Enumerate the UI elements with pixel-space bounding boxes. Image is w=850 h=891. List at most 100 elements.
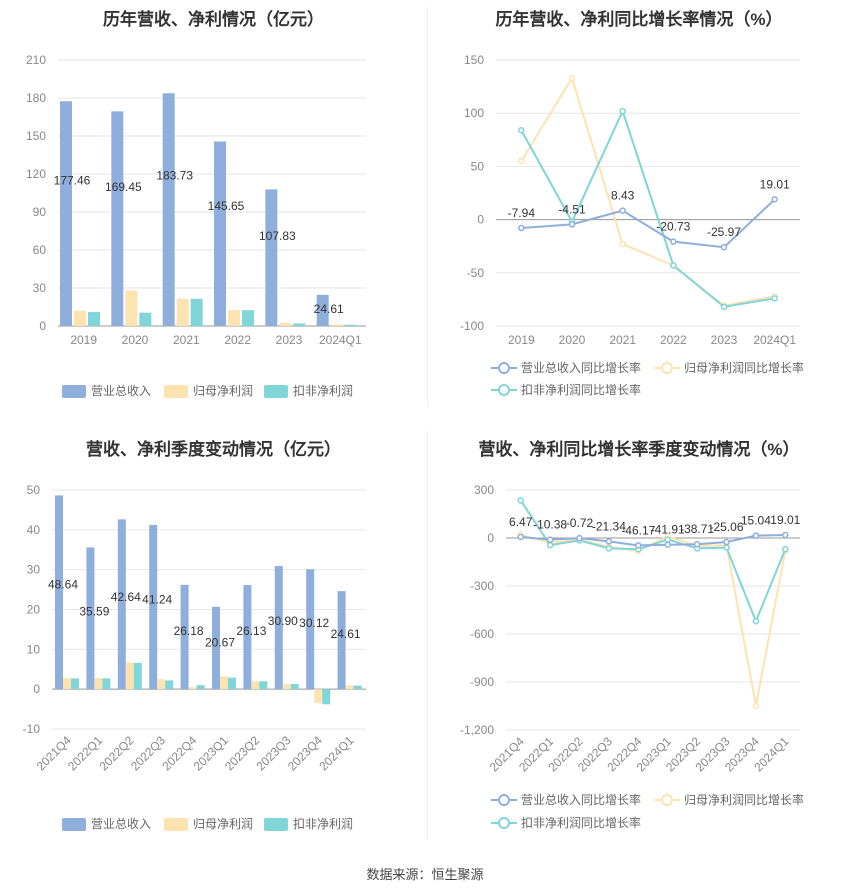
c3-point: [664, 541, 671, 548]
c2-ytick-label: 10: [27, 642, 41, 656]
c1-xtick-label: 2019: [508, 333, 535, 347]
c3-data-label: 19.01: [770, 513, 800, 527]
c2-bar-net-profit: [220, 676, 228, 690]
c1-point: [518, 224, 525, 232]
c0-legend-label: 归母净利润: [193, 384, 253, 398]
c1-data-label: 19.01: [760, 177, 790, 191]
c0-data-label: 183.73: [156, 168, 193, 182]
c0-data-label: 177.46: [54, 173, 91, 187]
c0-ytick-label: 0: [39, 319, 46, 333]
c1-point: [720, 243, 728, 251]
c0-xtick-label: 2023: [276, 333, 303, 347]
c2-data-label: 24.61: [331, 627, 361, 641]
c1-legend-marker: [661, 362, 673, 374]
c1-ytick-label: -50: [467, 266, 485, 280]
c1-line-net-profit-growth: [520, 75, 775, 307]
annual-growth-panel: 历年营收、净利同比增长率情况（%） -100 -50 0 50 100 150 -7.94-…: [428, 0, 850, 410]
c1-ytick-label: 0: [477, 213, 484, 227]
c0-ytick-label: 30: [33, 281, 47, 295]
c3-point: [693, 540, 701, 548]
c1-legend-label: 归母净利润同比增长率: [684, 360, 804, 375]
c3-legend-label: 归母净利润同比增长率: [684, 792, 804, 807]
c2-bar-deducted-profit: [322, 689, 331, 705]
c1-xtick-label: 2020: [559, 333, 586, 347]
c2-ytick-label: 0: [33, 682, 40, 696]
c3-point: [752, 702, 760, 710]
c3-legend-label: 营业总收入同比增长率: [521, 792, 641, 807]
c0-bar-net-profit: [176, 298, 189, 326]
c1-point: [670, 238, 677, 245]
c3-point: [782, 545, 789, 553]
c3-data-label: -0.72: [566, 516, 594, 530]
c2-bar-net-profit: [157, 679, 166, 690]
c1-line-deducted-growth: [520, 108, 775, 308]
c3-data-label: 15.04: [741, 514, 771, 528]
c3-legend-marker: [498, 817, 510, 829]
c3-ytick-label: -1,200: [460, 723, 494, 737]
c1-point: [518, 126, 525, 134]
c0-xtick-label: 2022: [224, 333, 251, 347]
c0-ytick-label: 90: [33, 205, 47, 219]
c3-line-revenue-growth: [520, 533, 786, 547]
c2-bar-revenue: [180, 584, 189, 690]
c2-ytick-label: -10: [23, 722, 41, 736]
c1-xtick-label: 2024Q1: [753, 333, 796, 347]
c1-line-revenue-growth: [521, 198, 776, 249]
c1-legend-label: 营业总收入同比增长率: [521, 360, 641, 375]
c1-xtick-label: 2023: [711, 333, 738, 347]
c1-data-label: -4.51: [558, 202, 586, 216]
c2-ytick-label: 30: [27, 563, 41, 577]
c0-ytick-label: 60: [33, 243, 47, 257]
c0-bar-net-profit: [228, 310, 240, 326]
quarterly-growth-chart: -1,200 -900 -600 -300 0 300 6.47 -10.38-0.72-21…: [460, 483, 804, 830]
data-source: 数据来源：恒生聚源: [366, 867, 484, 882]
c0-ytick-label: 150: [26, 129, 46, 143]
c3-data-label: 6.47: [509, 515, 533, 529]
c3-point: [723, 544, 730, 551]
c3-point: [576, 534, 583, 542]
c0-legend-label: 扣非净利润: [293, 384, 353, 398]
c0-ytick-label: 120: [26, 167, 46, 181]
c2-bar-net-profit: [251, 681, 260, 690]
c3-data-label: -38.71: [680, 522, 714, 536]
c3-legend-marker: [498, 794, 510, 806]
vertical-separator-top: [427, 6, 428, 406]
c0-xtick-label: 2024Q1: [319, 333, 362, 347]
c0-bar-net-profit: [330, 324, 343, 326]
c2-data-label: 42.64: [111, 590, 141, 604]
c1-point: [720, 303, 728, 311]
c3-point: [546, 541, 554, 549]
annual-growth-chart: -100 -50 0 50 100 150 -7.94 -4.51 8.43 -20.73 -25.…: [460, 53, 804, 397]
quarterly-bar-panel: 营收、净利季度变动情况（亿元） -10 0 10 20 30 40 50 48.64 35.59…: [0, 428, 427, 848]
c2-bar-revenue: [212, 606, 220, 690]
c0-ytick-label: 210: [26, 53, 46, 67]
annual-bar-chart: 0 30 60 90 120 150 180 210 177.46 169.45 183.73 145…: [26, 53, 366, 398]
c2-bar-revenue: [306, 569, 315, 690]
c1-point: [619, 207, 626, 214]
c2-data-label: 48.64: [48, 577, 78, 591]
c3-point: [517, 497, 524, 504]
c2-legend-swatch: [164, 818, 188, 831]
c3-ytick-label: 0: [487, 531, 494, 545]
c3-data-label: -46.17: [621, 523, 655, 537]
c3-point: [605, 538, 613, 545]
c3-ytick-label: -600: [470, 627, 494, 641]
c1-point: [568, 74, 576, 82]
c0-legend-swatch: [62, 385, 86, 398]
c2-ytick-label: 50: [27, 483, 41, 497]
c2-bar-net-profit: [314, 689, 323, 704]
c0-bar-revenue: [162, 93, 175, 326]
c2-bar-revenue: [337, 591, 346, 690]
c2-bar-deducted-profit: [290, 683, 299, 690]
c0-bar-deducted-profit: [139, 312, 152, 326]
c0-legend-label: 营业总收入: [91, 384, 151, 398]
c3-ytick-label: 300: [474, 483, 494, 497]
c0-bar-net-profit: [125, 290, 138, 326]
c0-bar-net-profit: [279, 322, 292, 326]
annual-growth-title: 历年营收、净利同比增长率情况（%）: [495, 10, 783, 29]
c0-bar-revenue: [214, 141, 226, 326]
quarterly-bar-title: 营收、净利季度变动情况（亿元）: [86, 440, 341, 459]
c1-point: [771, 295, 778, 302]
vertical-separator-bottom: [427, 430, 428, 840]
